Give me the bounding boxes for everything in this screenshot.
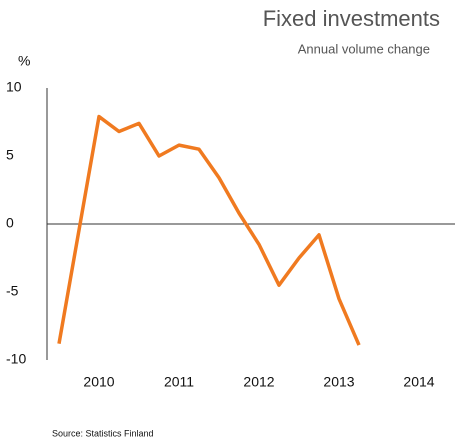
x-tick-label: 2012 xyxy=(243,374,274,390)
chart-title: Fixed investments xyxy=(263,6,440,31)
x-tick-label: 2013 xyxy=(323,374,354,390)
chart-subtitle: Annual volume change xyxy=(298,41,430,56)
source: Source: Statistics Finland xyxy=(52,428,154,438)
y-tick-label: 5 xyxy=(6,147,14,163)
line-series xyxy=(57,114,361,346)
y-tick-label: 0 xyxy=(6,215,14,231)
x-tick-label: 2010 xyxy=(83,374,114,390)
x-tick-label: 2011 xyxy=(164,374,194,390)
y-axis-label: % xyxy=(18,53,30,69)
y-tick-label: -5 xyxy=(6,283,19,299)
y-tick-label: 10 xyxy=(6,79,22,95)
y-tick-label: -10 xyxy=(6,351,26,367)
x-tick-label: 2014 xyxy=(403,374,434,390)
